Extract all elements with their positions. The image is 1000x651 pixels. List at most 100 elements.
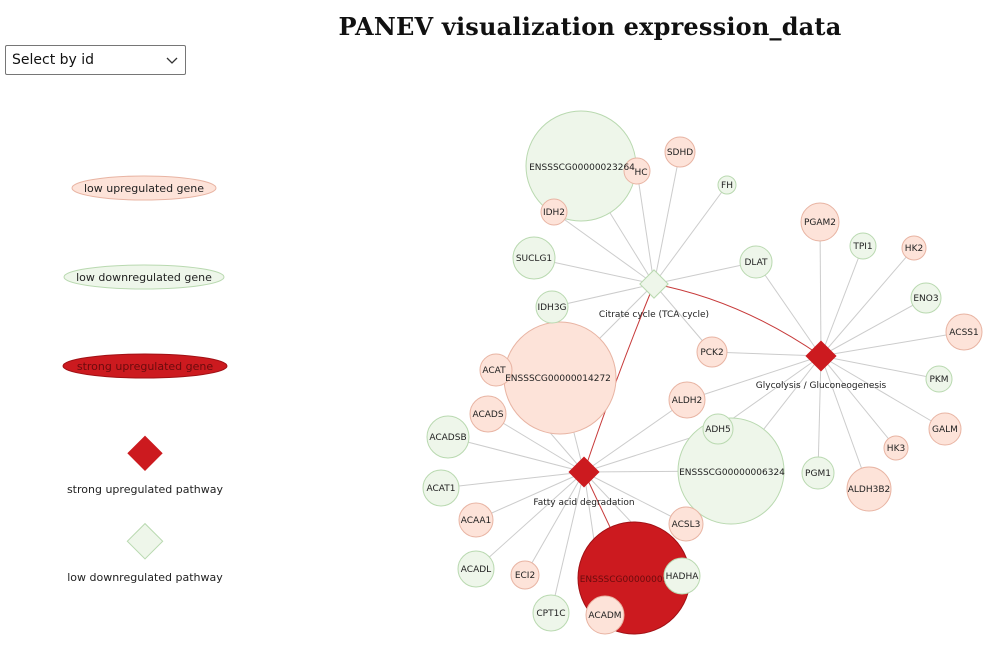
- gene-node-sdhd[interactable]: [664, 136, 696, 168]
- pathway-label-glycolysis: Glycolysis / Gluconeogenesis: [756, 381, 887, 391]
- gene-label-acat: ACAT: [482, 366, 506, 376]
- gene-label-acss1: ACSS1: [949, 328, 978, 338]
- gene-label-aldh2: ALDH2: [672, 396, 703, 406]
- gene-label-acadsb: ACADSB: [429, 433, 466, 443]
- edge: [475, 471, 585, 570]
- edge: [636, 170, 655, 285]
- edge-tca-glycolysis: [653, 283, 822, 357]
- gene-label-acat1: ACAT1: [427, 484, 456, 494]
- gene-label-hadha: HADHA: [666, 572, 700, 582]
- gene-label-eno3: ENO3: [913, 294, 938, 304]
- gene-label-acsl3: ACSL3: [672, 520, 701, 530]
- gene-node-acads[interactable]: [469, 395, 507, 433]
- gene-node-pck2[interactable]: [696, 336, 728, 368]
- legend-low-upregulated-gene-label: low upregulated gene: [84, 182, 204, 195]
- edge: [820, 355, 946, 430]
- edge: [820, 331, 965, 357]
- gene-node-pgam2[interactable]: [800, 202, 840, 242]
- gene-node-hk2[interactable]: [901, 235, 927, 261]
- gene-node-acss1[interactable]: [945, 313, 983, 351]
- pathway-node-glycolysis[interactable]: [805, 340, 837, 372]
- gene-node-hk3[interactable]: [883, 435, 909, 461]
- gene-node-acat1[interactable]: [422, 469, 460, 507]
- gene-node-cpt1c[interactable]: [532, 594, 570, 632]
- gene-nodes[interactable]: SDHD FH IDH2 SUCLG1 IDH3G DLAT PCK2 PGAM…: [422, 136, 983, 635]
- gene-node-fh[interactable]: [717, 175, 737, 195]
- edge-tca-fatty-acid: [583, 283, 655, 473]
- pathway-label-fatty-acid: Fatty acid degradation: [533, 498, 634, 508]
- pathway-label-tca-cycle: Citrate cycle (TCA cycle): [599, 310, 709, 320]
- big-nodes[interactable]: HC ENSSSCG00000023264 ACAT ENSSSCG000000…: [479, 110, 785, 635]
- edge: [653, 261, 757, 285]
- gene-label-eci2: ECI2: [515, 571, 535, 581]
- gene-label-idh2: IDH2: [543, 208, 565, 218]
- legend-strong-upregulated-pathway-label: strong upregulated pathway: [67, 483, 224, 496]
- edge: [653, 184, 728, 285]
- select-by-id-dropdown[interactable]: Select by id: [5, 45, 186, 75]
- gene-label-ensssc-23264: ENSSSCG00000023264: [529, 163, 635, 173]
- gene-label-pck2: PCK2: [700, 348, 723, 358]
- pathway-node-tca-cycle[interactable]: [639, 269, 669, 299]
- gene-node-acadm[interactable]: [585, 595, 625, 635]
- edge: [755, 261, 822, 357]
- edge: [551, 283, 655, 308]
- edge: [524, 471, 585, 576]
- gene-node-pgm1[interactable]: [801, 456, 835, 490]
- gene-label-dlat: DLAT: [744, 258, 768, 268]
- gene-node-aldh2[interactable]: [668, 381, 706, 419]
- gene-node-acadsb[interactable]: [426, 415, 470, 459]
- gene-label-adh5: ADH5: [705, 425, 731, 435]
- gene-label-hk2: HK2: [905, 244, 923, 254]
- gene-label-sdhd: SDHD: [667, 148, 693, 158]
- gene-label-ensssc-big4: ENSSSCG00000009: [580, 575, 669, 585]
- legend-low-downregulated-pathway-label: low downregulated pathway: [67, 571, 223, 584]
- gene-label-fh: FH: [721, 181, 733, 191]
- gene-label-tpi1: TPI1: [852, 242, 872, 252]
- gene-node-dlat[interactable]: [739, 245, 773, 279]
- select-by-id-label: Select by id: [12, 52, 95, 68]
- legend: low upregulated gene low downregulated g…: [62, 175, 228, 584]
- gene-node-galm[interactable]: [928, 412, 962, 446]
- gene-node-acaa1[interactable]: [458, 502, 494, 538]
- legend-strong-upregulated-gene-swatch: [62, 353, 228, 379]
- gene-node-acat[interactable]: [479, 353, 513, 387]
- gene-label-idh3g: IDH3G: [537, 303, 566, 313]
- gene-label-hk3: HK3: [887, 444, 905, 454]
- gene-node-acadl[interactable]: [457, 550, 495, 588]
- gene-node-aldh3b2[interactable]: [846, 466, 892, 512]
- pathway-nodes[interactable]: Citrate cycle (TCA cycle) Glycolysis / G…: [533, 269, 887, 508]
- gene-node-idh3g[interactable]: [535, 290, 569, 324]
- gene-node-acsl3[interactable]: [668, 506, 704, 542]
- gene-label-hc: HC: [634, 168, 647, 178]
- gene-label-aldh3b2: ALDH3B2: [848, 485, 891, 495]
- gene-node-pkm[interactable]: [925, 365, 953, 393]
- edge: [583, 471, 687, 525]
- gene-label-ensssc-14272: ENSSSCG00000014272: [505, 374, 611, 384]
- page-title: PANEV visualization expression_data: [338, 12, 842, 41]
- gene-node-eno3[interactable]: [910, 282, 942, 314]
- edge: [487, 413, 585, 473]
- pathway-node-fatty-acid[interactable]: [568, 456, 600, 488]
- edge: [686, 355, 822, 401]
- edge: [711, 351, 822, 357]
- gene-node-hc[interactable]: [623, 157, 651, 185]
- gene-label-pkm: PKM: [929, 375, 948, 385]
- chevron-down-icon: [166, 57, 178, 64]
- gene-label-acads: ACADS: [472, 410, 503, 420]
- gene-node-adh5[interactable]: [702, 413, 734, 445]
- edge: [820, 245, 864, 357]
- gene-node-idh2[interactable]: [540, 198, 568, 226]
- gene-node-suclg1[interactable]: [512, 236, 556, 280]
- gene-node-hadha[interactable]: [663, 557, 701, 595]
- edge: [820, 355, 870, 490]
- legend-low-upregulated-gene-swatch: [71, 175, 217, 201]
- edge: [653, 151, 681, 285]
- gene-node-ensssc-06324[interactable]: [677, 417, 785, 525]
- legend-low-downregulated-pathway-swatch: [126, 522, 164, 560]
- gene-node-eci2[interactable]: [510, 560, 540, 590]
- gene-node-tpi1[interactable]: [849, 232, 877, 260]
- edge: [447, 436, 585, 473]
- edge: [820, 355, 940, 380]
- edge: [820, 247, 915, 357]
